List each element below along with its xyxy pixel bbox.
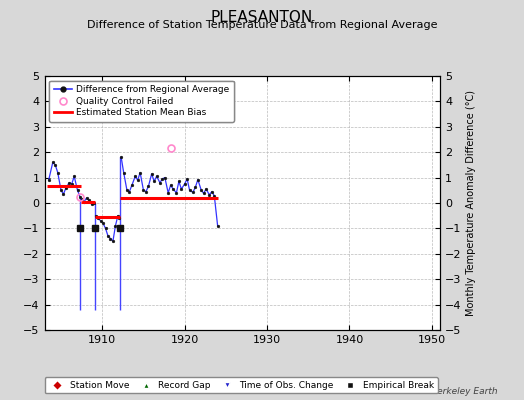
Legend: Station Move, Record Gap, Time of Obs. Change, Empirical Break: Station Move, Record Gap, Time of Obs. C… bbox=[45, 377, 438, 394]
Legend: Difference from Regional Average, Quality Control Failed, Estimated Station Mean: Difference from Regional Average, Qualit… bbox=[49, 80, 234, 122]
Text: Difference of Station Temperature Data from Regional Average: Difference of Station Temperature Data f… bbox=[87, 20, 437, 30]
Text: Berkeley Earth: Berkeley Earth bbox=[431, 387, 498, 396]
Text: PLEASANTON: PLEASANTON bbox=[211, 10, 313, 25]
Y-axis label: Monthly Temperature Anomaly Difference (°C): Monthly Temperature Anomaly Difference (… bbox=[466, 90, 476, 316]
